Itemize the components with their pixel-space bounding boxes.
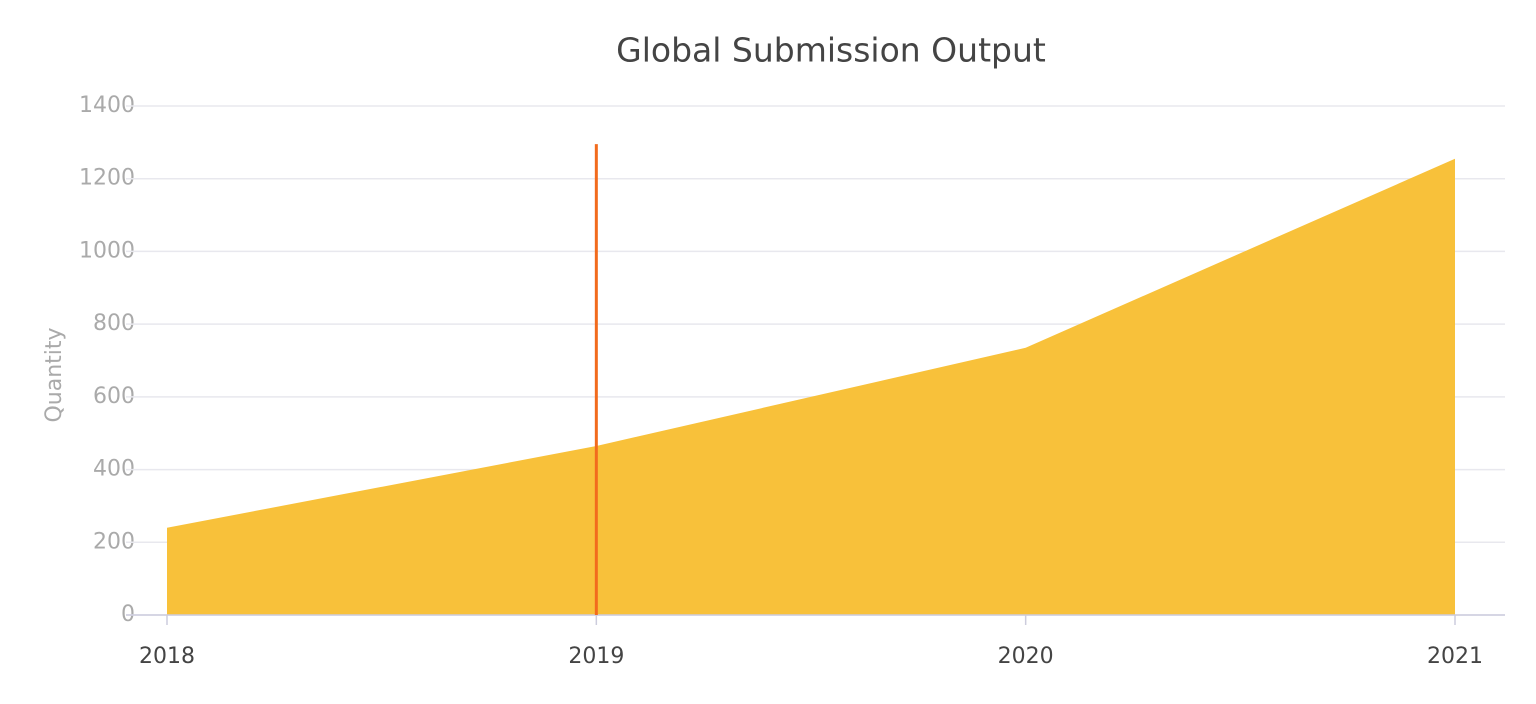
area [167,158,1455,616]
y-axis-label: Quantity [42,327,67,422]
y-tick-label: 1200 [79,166,135,191]
y-tick-label: 1400 [79,93,135,118]
chart-title: Global Submission Output [616,31,1046,70]
x-tick-label: 2019 [568,644,624,669]
x-tick-label: 2018 [139,644,195,669]
x-tick-label: 2021 [1427,644,1483,669]
y-tick-label: 1000 [79,238,135,263]
x-tick-label: 2020 [998,644,1054,669]
